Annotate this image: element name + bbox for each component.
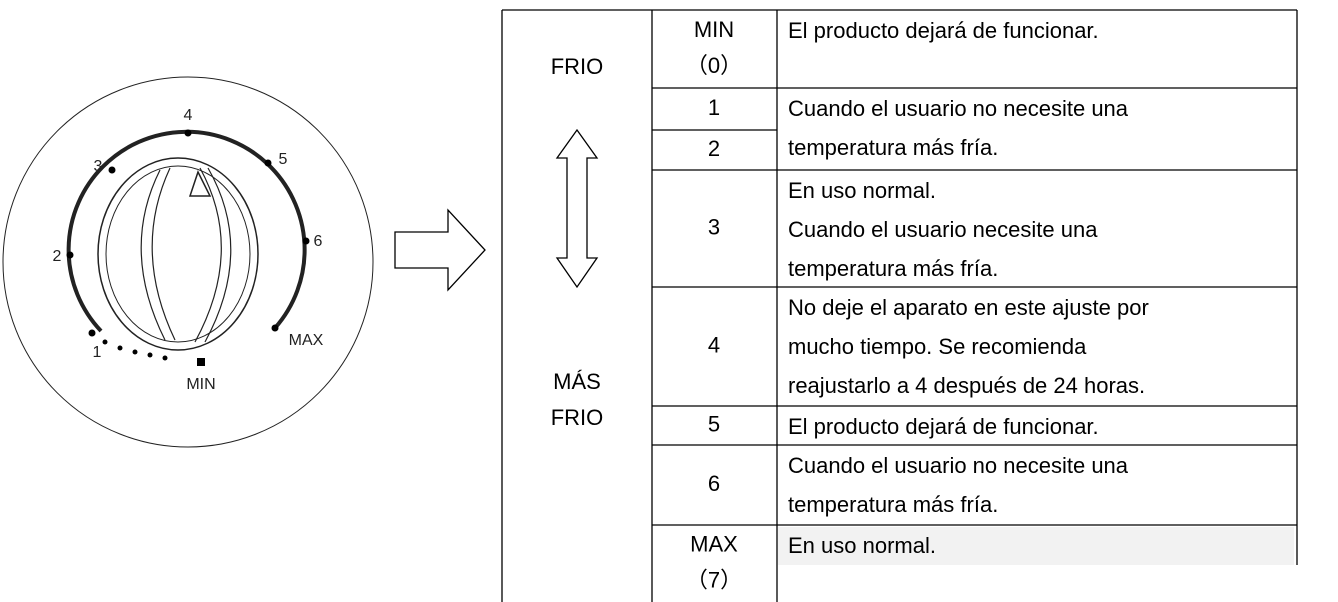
setting: 5 bbox=[708, 411, 720, 436]
dot bbox=[147, 352, 153, 358]
dial-outline bbox=[2, 76, 374, 448]
dot bbox=[184, 129, 192, 137]
double-arrow bbox=[555, 128, 599, 289]
min-marker bbox=[197, 358, 205, 366]
dot bbox=[271, 324, 279, 332]
dial-label: MAX bbox=[289, 332, 324, 349]
setting: （0） bbox=[686, 53, 742, 78]
description: temperatura más fría. bbox=[788, 492, 998, 517]
table-grid bbox=[501, 9, 1298, 602]
side-top: FRIO bbox=[551, 54, 604, 79]
description: En uso normal. bbox=[788, 533, 936, 558]
description: El producto dejará de funcionar. bbox=[788, 414, 1099, 439]
setting: 4 bbox=[708, 332, 720, 357]
setting: 6 bbox=[708, 471, 720, 496]
setting: （7） bbox=[686, 567, 742, 592]
dot bbox=[66, 251, 74, 259]
dial-label: 3 bbox=[94, 158, 103, 175]
dot bbox=[264, 159, 272, 167]
description: El producto dejará de funcionar. bbox=[788, 18, 1099, 43]
description: reajustarlo a 4 después de 24 horas. bbox=[788, 373, 1145, 398]
dial-label: 6 bbox=[314, 233, 323, 250]
dial-label: 4 bbox=[184, 107, 193, 124]
side-bottom: MÁS bbox=[553, 369, 601, 394]
dial-label: 2 bbox=[53, 248, 62, 265]
dial-dots bbox=[66, 129, 310, 366]
dot bbox=[132, 349, 138, 355]
dot bbox=[117, 345, 123, 351]
setting: MIN bbox=[694, 17, 734, 42]
description: mucho tiempo. Se recomienda bbox=[788, 334, 1087, 359]
setting: 2 bbox=[708, 136, 720, 161]
description: Cuando el usuario necesite una bbox=[788, 217, 1098, 242]
dial-label: 5 bbox=[279, 151, 288, 168]
setting: MAX bbox=[690, 531, 738, 556]
highlight bbox=[778, 527, 1294, 565]
side-bottom: FRIO bbox=[551, 405, 604, 430]
setting: 1 bbox=[708, 95, 720, 120]
knob-indicator bbox=[188, 170, 212, 197]
description: temperatura más fría. bbox=[788, 256, 998, 281]
description: Cuando el usuario no necesite una bbox=[788, 453, 1129, 478]
description: No deje el aparato en este ajuste por bbox=[788, 295, 1149, 320]
dot bbox=[108, 166, 116, 174]
dot bbox=[162, 355, 168, 361]
setting: 3 bbox=[708, 214, 720, 239]
knob-grip bbox=[140, 167, 232, 343]
dial-diagram bbox=[2, 76, 374, 448]
right-arrow bbox=[394, 208, 486, 292]
dial-label: MIN bbox=[186, 376, 215, 393]
dial-label: 1 bbox=[93, 344, 102, 361]
dot bbox=[302, 237, 310, 245]
description: temperatura más fría. bbox=[788, 135, 998, 160]
knob bbox=[97, 157, 259, 351]
description: En uso normal. bbox=[788, 178, 936, 203]
dot bbox=[88, 329, 96, 337]
description: Cuando el usuario no necesite una bbox=[788, 96, 1129, 121]
dot bbox=[102, 339, 108, 345]
knob-inner bbox=[105, 165, 251, 343]
